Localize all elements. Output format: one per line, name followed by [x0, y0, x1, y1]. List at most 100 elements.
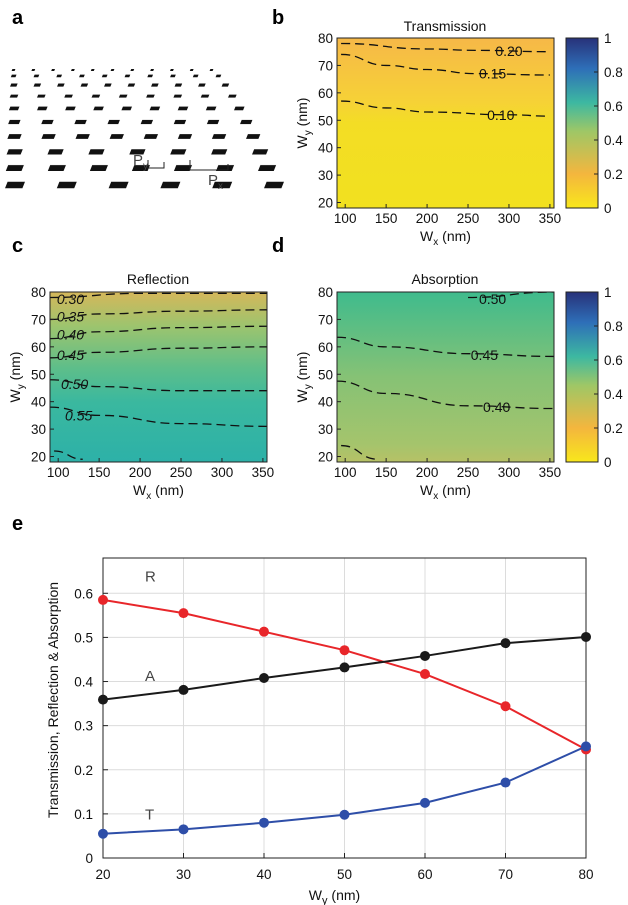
x-tick-label: 350 [539, 211, 562, 226]
colorbar-tick-label: 1 [604, 285, 612, 300]
slot [90, 69, 95, 71]
data-point [500, 777, 511, 788]
y-tick-label: 80 [318, 285, 333, 300]
colorbar-tick-label: 0.6 [604, 353, 623, 368]
slot [4, 181, 26, 189]
slot [263, 181, 285, 189]
slot [8, 93, 20, 99]
chart-title: Absorption [412, 271, 479, 287]
slot [233, 106, 246, 111]
slot [205, 106, 218, 111]
x-tick-label: 200 [129, 465, 152, 480]
slot [92, 106, 105, 111]
x-tick-label: 250 [457, 211, 480, 226]
slot [118, 93, 129, 99]
x-tick-label: 20 [95, 867, 110, 882]
slot [124, 74, 131, 78]
slot [57, 83, 65, 87]
py-label: Py [133, 152, 148, 172]
slot [101, 74, 108, 78]
slot [7, 119, 22, 125]
slot [130, 69, 135, 71]
x-tick-label: 100 [334, 465, 357, 480]
slot [142, 133, 159, 140]
y-tick-label: 30 [318, 168, 333, 183]
colorbar-tick-label: 0.4 [604, 133, 623, 148]
slot [245, 133, 262, 140]
slot [176, 106, 190, 111]
slot [147, 74, 154, 78]
map-surface [50, 292, 267, 462]
contour-line [341, 53, 550, 76]
slot [33, 83, 42, 87]
panel-label-d: d [272, 235, 284, 257]
x-tick-label: 150 [375, 211, 398, 226]
panel-label-e: e [12, 513, 23, 535]
slot [36, 93, 47, 99]
x-axis-label: Wx (nm) [420, 482, 471, 502]
x-tick-label: 30 [176, 867, 191, 882]
period-annotation: Py Px [133, 152, 229, 192]
y-tick-label: 20 [31, 450, 46, 465]
y-tick-label: 40 [31, 395, 46, 410]
slot [173, 164, 193, 172]
contour-label: 0.15 [479, 66, 506, 82]
slot [31, 69, 36, 71]
slot [199, 93, 211, 99]
y-tick-label: 60 [318, 340, 333, 355]
slot [170, 74, 176, 78]
colorbar-bottom: 0 0.2 0.4 0.6 0.8 1 [565, 285, 623, 470]
contour-label: 0.50 [479, 291, 506, 307]
data-point [98, 594, 108, 605]
contour-line [50, 325, 267, 340]
colorbar-top: 0 0.2 0.4 0.6 0.8 1 [565, 31, 623, 216]
data-point [420, 797, 430, 808]
x-tick-label: 60 [417, 867, 432, 882]
slot [221, 83, 230, 87]
slot [172, 93, 183, 99]
y-tick-label: 0.6 [74, 586, 93, 601]
y-tick-label: 0.4 [74, 675, 93, 690]
colorbar-tick-label: 0.4 [604, 387, 623, 402]
slot [40, 133, 57, 140]
y-axis-label: Wy (nm) [7, 352, 27, 403]
slot [189, 69, 194, 71]
contour-label: 0.45 [57, 347, 84, 363]
x-tick-label: 150 [375, 465, 398, 480]
series-label: T [145, 807, 154, 824]
x-tick-label: 200 [416, 211, 439, 226]
slot [64, 106, 77, 111]
slot [120, 106, 133, 111]
contour-line [50, 379, 267, 392]
x-tick-label: 40 [256, 867, 271, 882]
y-tick-label: 20 [318, 450, 333, 465]
x-tick-label: 100 [47, 465, 70, 480]
data-point [420, 650, 430, 661]
y-axis-label: Wy (nm) [294, 352, 314, 403]
y-tick-label: 70 [318, 58, 333, 73]
data-point [178, 824, 189, 835]
slot [108, 133, 125, 140]
contour-label: 0.35 [57, 309, 84, 325]
series-label: A [145, 668, 155, 685]
x-tick-label: 300 [211, 465, 234, 480]
slot [172, 119, 188, 125]
x-tick-label: 300 [498, 211, 521, 226]
slot [159, 181, 182, 189]
y-tick-label: 50 [318, 367, 333, 382]
series-label: R [145, 569, 156, 586]
contour-label: 0.50 [61, 376, 88, 392]
data-point [500, 701, 511, 712]
x-tick-label: 350 [539, 465, 562, 480]
y-tick-label: 40 [318, 141, 333, 156]
plot-frame [49, 291, 268, 463]
slot [210, 148, 229, 156]
slot [209, 69, 214, 71]
slot [227, 93, 238, 99]
y-tick-label: 0.3 [74, 719, 93, 734]
contour-line [50, 346, 267, 359]
slot [169, 69, 174, 71]
slot [257, 164, 277, 172]
data-point [339, 662, 350, 673]
slot [104, 83, 112, 87]
